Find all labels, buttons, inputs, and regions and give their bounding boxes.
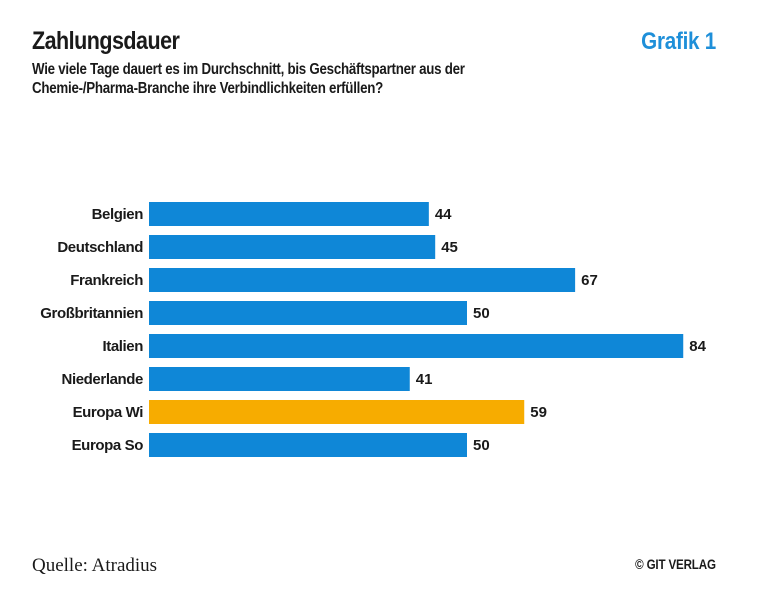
category-label: Frankreich <box>70 272 143 289</box>
bar <box>149 367 410 391</box>
value-label: 50 <box>473 437 490 454</box>
chart-title: Zahlungsdauer <box>32 27 180 55</box>
bar <box>149 235 436 259</box>
bar <box>149 334 684 358</box>
chart-subtitle: Wie viele Tage dauert es im Durchschnitt… <box>32 61 465 97</box>
bar <box>149 268 576 292</box>
bar <box>149 202 429 226</box>
value-label: 45 <box>441 239 458 256</box>
value-label: 84 <box>689 338 706 355</box>
value-label: 67 <box>581 272 598 289</box>
category-label: Niederlande <box>62 371 144 388</box>
value-label: 50 <box>473 305 490 322</box>
bar <box>149 433 467 457</box>
category-label: Großbritannien <box>40 305 143 322</box>
value-label: 41 <box>416 371 433 388</box>
publisher-credit: © GIT VERLAG <box>635 557 716 572</box>
bar <box>149 400 525 424</box>
category-label: Europa So <box>72 437 144 454</box>
bar <box>149 301 467 325</box>
value-label: 59 <box>530 404 547 421</box>
bar-chart: Belgien 44 Deutschland 45 Frankreich 67 Großbr… <box>40 202 707 457</box>
value-label: 44 <box>435 206 452 223</box>
category-label: Deutschland <box>57 239 143 256</box>
source-note: Quelle: Atradius <box>32 555 158 576</box>
category-label: Italien <box>102 338 143 355</box>
category-label: Belgien <box>92 206 144 223</box>
figure-badge: Grafik 1 <box>641 28 716 55</box>
category-label: Europa Wi <box>73 404 144 421</box>
